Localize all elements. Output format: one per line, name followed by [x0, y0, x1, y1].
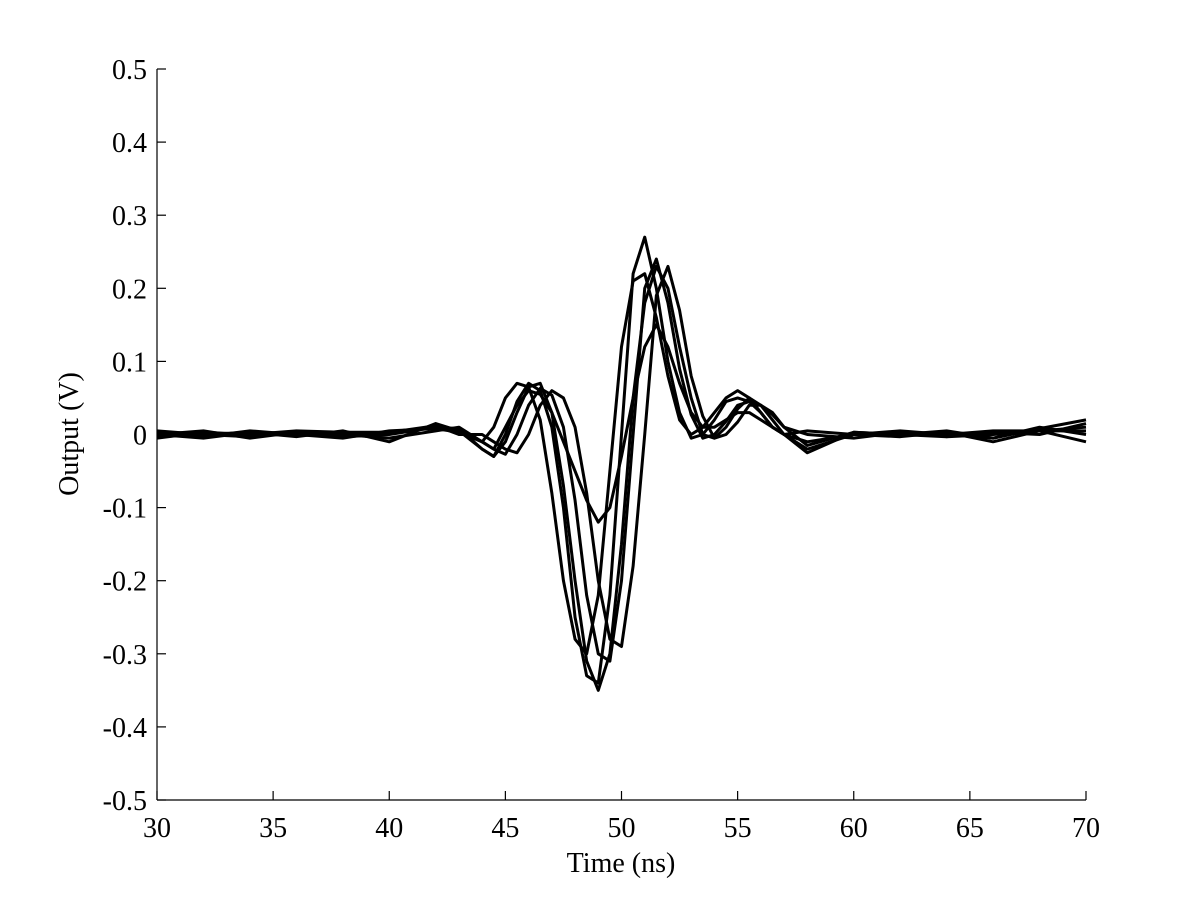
y-tick-label: 0.3	[112, 201, 147, 232]
x-tick-label: 45	[491, 813, 519, 844]
y-tick-label: 0.4	[112, 128, 147, 159]
x-tick-label: 55	[724, 813, 752, 844]
y-tick-label: -0.2	[103, 567, 147, 598]
x-tick-label: 50	[608, 813, 636, 844]
y-tick-label: -0.3	[103, 640, 147, 671]
x-tick-label: 65	[956, 813, 984, 844]
x-tick-label: 35	[259, 813, 287, 844]
trace	[156, 272, 1087, 656]
y-tick-label: 0.5	[112, 55, 147, 86]
y-tick-label: -0.4	[103, 713, 147, 744]
y-axis-label: Output (V)	[54, 372, 85, 496]
x-axis-label: Time (ns)	[567, 848, 676, 879]
x-tick-label: 30	[143, 813, 171, 844]
y-tick-label: 0	[133, 421, 147, 452]
trace	[156, 264, 1087, 692]
x-tick-label: 40	[375, 813, 403, 844]
y-tick-label: 0.2	[112, 274, 147, 305]
y-tick-label: -0.1	[103, 494, 147, 525]
x-tick-label: 60	[840, 813, 868, 844]
x-tick-label: 70	[1072, 813, 1100, 844]
trace	[156, 323, 1086, 524]
y-tick-label: -0.5	[103, 786, 147, 817]
y-tick-label: 0.1	[112, 347, 147, 378]
